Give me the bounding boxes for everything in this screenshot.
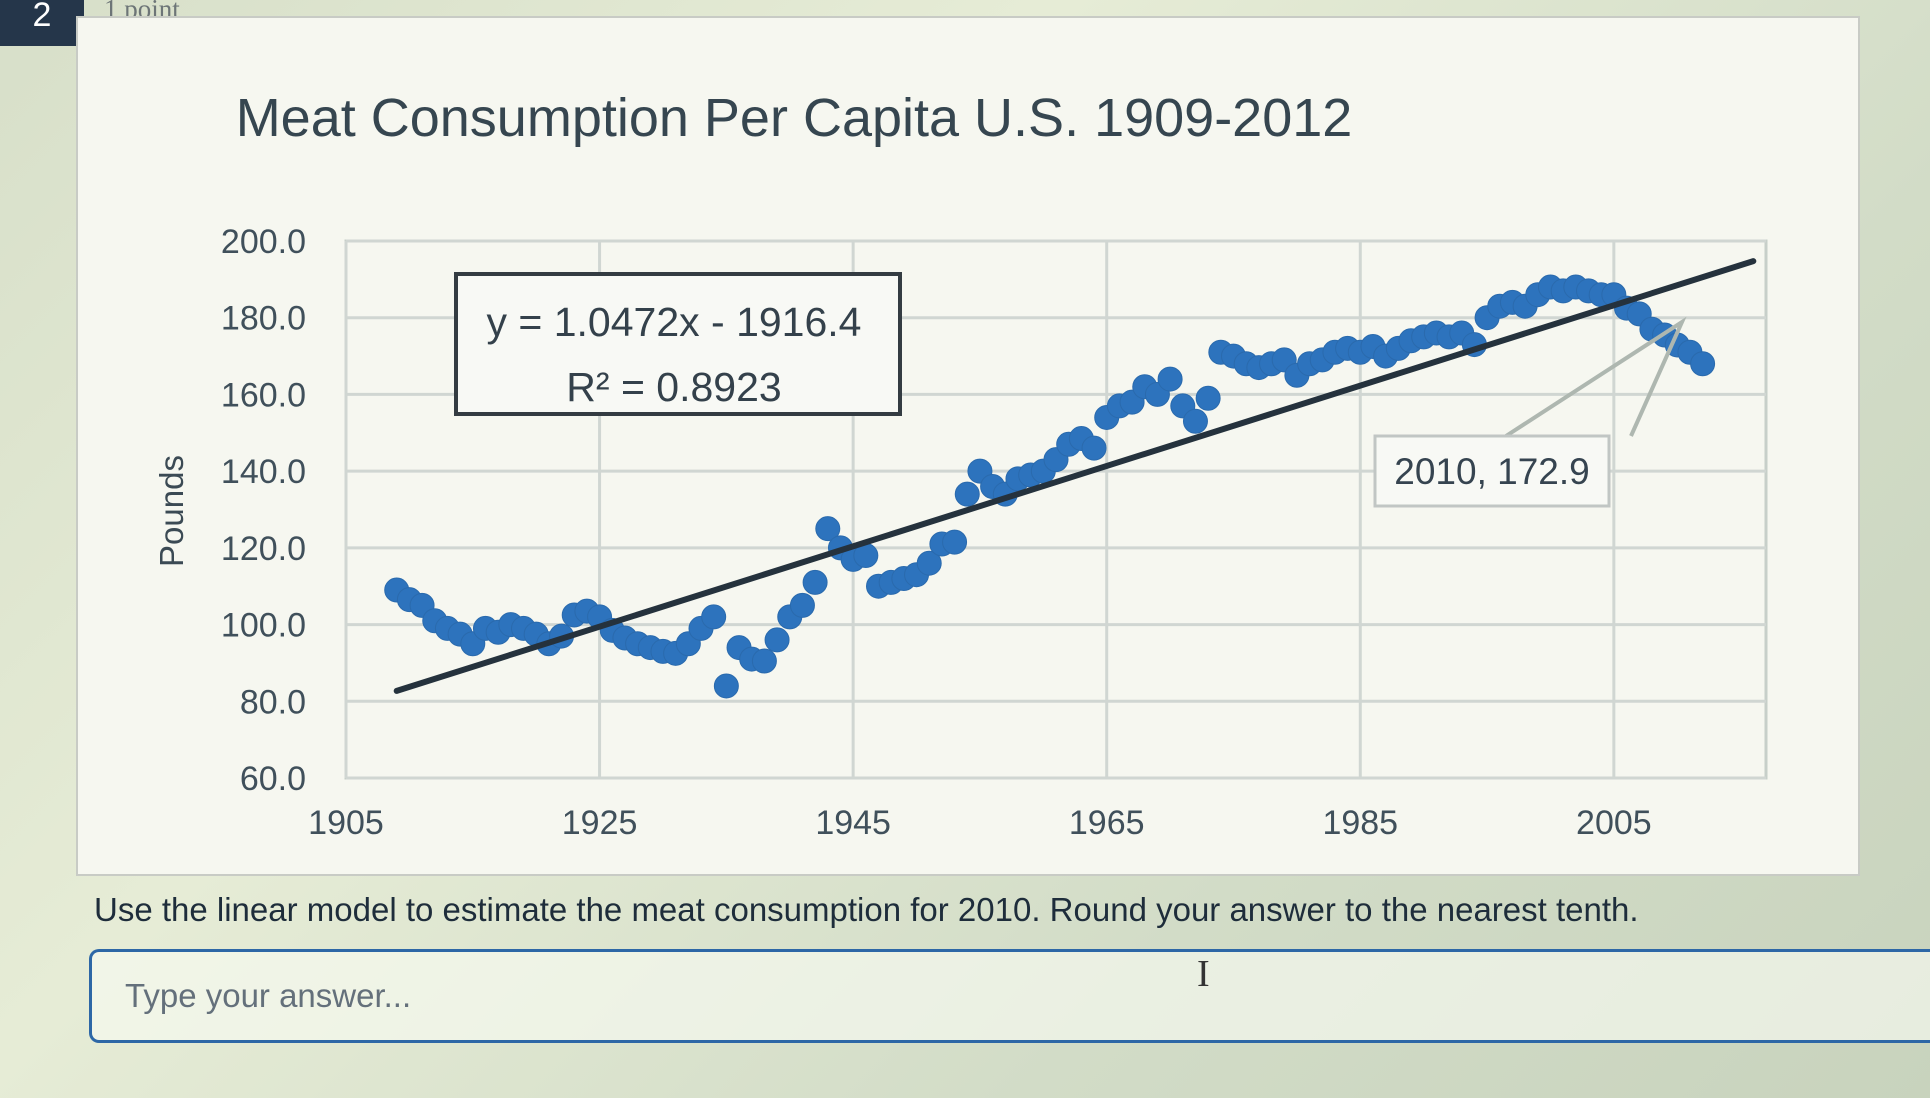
question-number-badge: 2 — [0, 0, 84, 46]
data-point — [1690, 351, 1716, 377]
y-tick-label: 100.0 — [221, 607, 306, 645]
y-tick-label: 160.0 — [221, 376, 306, 414]
x-tick-label: 1945 — [815, 804, 891, 842]
x-tick-label: 1985 — [1322, 804, 1398, 842]
text-cursor-icon: I — [1197, 953, 1210, 995]
data-point — [1195, 385, 1221, 411]
data-point — [916, 550, 942, 576]
data-point — [701, 604, 727, 630]
data-point — [789, 592, 815, 618]
r-squared-label: R² = 0.8923 — [566, 364, 781, 410]
y-tick-label: 120.0 — [221, 530, 306, 568]
data-point — [1182, 408, 1208, 434]
data-point — [1081, 435, 1107, 461]
question-prompt: Use the linear model to estimate the mea… — [94, 891, 1639, 928]
trendline-layer — [393, 258, 1757, 694]
answer-input[interactable] — [92, 952, 1930, 1040]
y-tick-label: 60.0 — [240, 760, 306, 798]
data-point — [942, 529, 968, 555]
chart-annotations: y = 1.0472x - 1916.4 R² = 0.8923 2010, 1… — [454, 272, 1687, 508]
callout-label: 2010, 172.9 — [1394, 451, 1589, 492]
answer-box[interactable] — [89, 949, 1930, 1043]
x-tick-label: 2005 — [1576, 804, 1652, 842]
callout-leader — [1504, 316, 1687, 438]
y-tick-label: 200.0 — [221, 223, 306, 261]
equation-box — [454, 272, 902, 416]
y-tick-label: 80.0 — [240, 683, 306, 721]
x-tick-label: 1965 — [1069, 804, 1145, 842]
callout-box — [1373, 434, 1611, 508]
y-tick-label: 140.0 — [221, 453, 306, 491]
chart-labels: Meat Consumption Per Capita U.S. 1909-20… — [153, 88, 1652, 842]
chart-title: Meat Consumption Per Capita U.S. 1909-20… — [236, 88, 1353, 148]
data-point — [751, 648, 777, 674]
data-point — [815, 516, 841, 542]
trendline — [393, 258, 1757, 694]
data-point — [954, 481, 980, 507]
x-tick-label: 1905 — [308, 804, 384, 842]
y-tick-label: 180.0 — [221, 300, 306, 338]
meat-consumption-chart: Meat Consumption Per Capita U.S. 1909-20… — [153, 88, 1768, 842]
x-tick-label: 1925 — [562, 804, 638, 842]
data-point — [764, 627, 790, 653]
data-point — [713, 673, 739, 699]
data-point — [1157, 366, 1183, 392]
chart-card: Meat Consumption Per Capita U.S. 1909-20… — [76, 16, 1860, 876]
trendline-equation: y = 1.0472x - 1916.4 — [487, 299, 862, 345]
y-axis-label: Pounds — [153, 455, 190, 567]
data-point — [802, 569, 828, 595]
